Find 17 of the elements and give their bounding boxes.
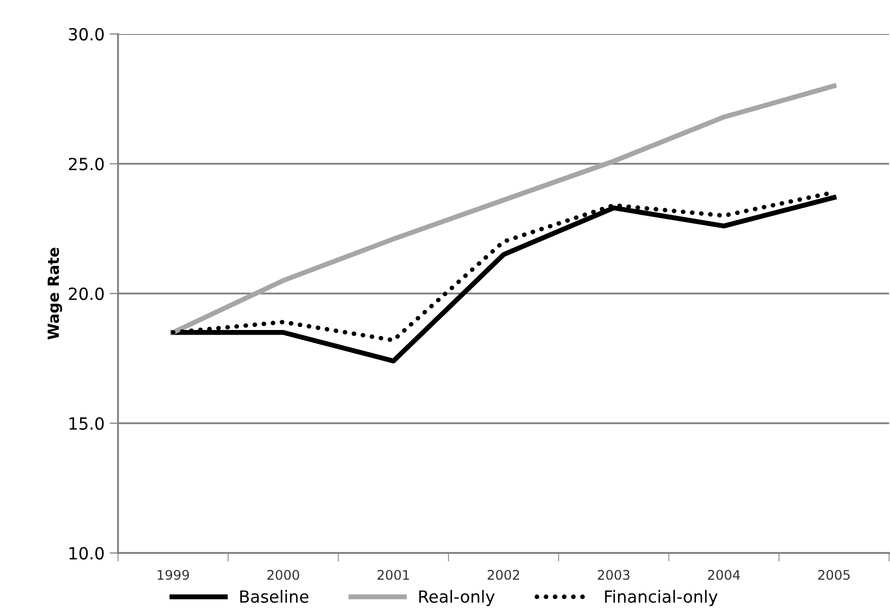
y-tick-label: 15.0	[70, 417, 104, 430]
legend-label: Financial-only	[605, 590, 718, 606]
x-tick-label: 2001	[378, 570, 409, 580]
x-tick-label: 2004	[708, 570, 740, 580]
x-tick-label: 2005	[818, 570, 850, 580]
x-tick-label: 2000	[267, 570, 300, 580]
x-tick-label: 1999	[158, 570, 189, 580]
line-series	[170, 83, 836, 335]
x-tick-label: 2002	[488, 570, 520, 580]
legend-label: Baseline	[240, 590, 308, 603]
y-tick-label: 10.0	[70, 546, 104, 560]
y-tick-label: 25.0	[68, 158, 104, 170]
y-tick-label: 30.0	[68, 28, 104, 41]
legend-label: Real-only	[419, 590, 495, 606]
y-axis-title: Wage Rate	[48, 248, 62, 340]
y-tick-label: 20.0	[68, 287, 104, 300]
x-tick-label: 2003	[598, 570, 630, 580]
